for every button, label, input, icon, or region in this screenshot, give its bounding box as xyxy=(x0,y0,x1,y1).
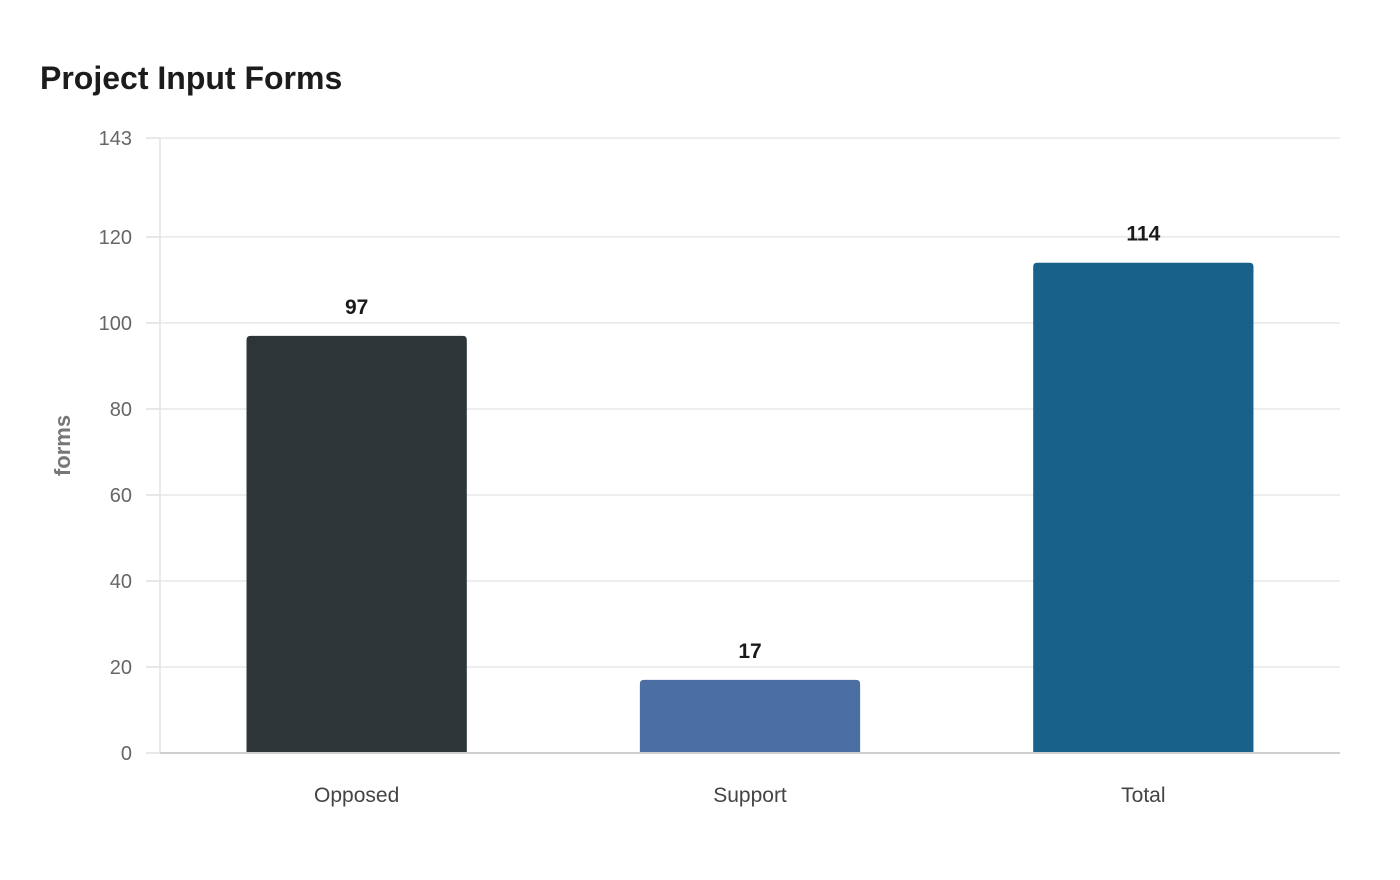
x-tick-label-opposed: Opposed xyxy=(314,784,399,807)
y-tick-label: 80 xyxy=(110,399,132,421)
x-axis-ticks: Opposed Support Total xyxy=(314,784,1165,807)
y-tick-label: 0 xyxy=(121,743,132,765)
bars xyxy=(246,262,1254,753)
bar-support xyxy=(639,679,861,753)
bar-total xyxy=(1033,262,1254,753)
data-labels: 97 17 114 xyxy=(345,223,1161,663)
y-axis-title: forms xyxy=(50,415,75,476)
data-label-opposed: 97 xyxy=(345,296,368,319)
y-tick-label: 60 xyxy=(110,485,132,507)
x-tick-label-total: Total xyxy=(1121,784,1165,807)
data-label-support: 17 xyxy=(738,640,761,663)
data-label-total: 114 xyxy=(1126,223,1160,246)
y-tick-label: 40 xyxy=(110,571,132,593)
y-tick-label: 143 xyxy=(99,128,132,150)
y-tick-label: 120 xyxy=(99,227,132,249)
bar-opposed xyxy=(246,335,467,753)
x-tick-label-support: Support xyxy=(713,784,787,807)
y-tick-label: 100 xyxy=(99,313,132,335)
y-axis-ticks: 0 20 40 60 80 100 120 143 xyxy=(99,128,160,765)
chart-title: Project Input Forms xyxy=(40,60,343,96)
y-tick-label: 20 xyxy=(110,657,132,679)
